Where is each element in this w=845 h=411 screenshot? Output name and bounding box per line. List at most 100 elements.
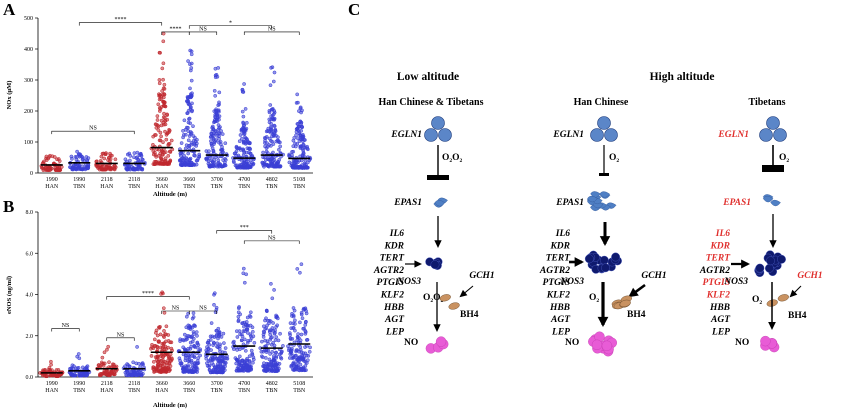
chart_a-point — [306, 160, 310, 165]
pathway-diagram: Low altitude High altitude Han Chinese &… — [373, 71, 823, 357]
chart_b-point — [299, 332, 304, 337]
chart_b-point — [49, 359, 53, 364]
chart_b-point — [238, 332, 242, 337]
chart_a-point — [151, 134, 156, 139]
chart_b-point — [141, 362, 145, 367]
no-molecule — [601, 340, 613, 351]
gene-ptgis: PTGIS — [543, 278, 570, 288]
chart_b-sig-bracket — [188, 310, 218, 314]
chart_b-sig-bracket — [106, 337, 135, 341]
chart_a-point — [96, 166, 100, 170]
chart_b-point — [248, 315, 253, 319]
gch1-label-han: GCH1 — [641, 271, 666, 281]
chart_b-point — [135, 345, 139, 349]
chart_a-point — [210, 125, 215, 130]
chart_b-point — [250, 325, 255, 330]
chart_b-ytick-label: 8.0 — [26, 210, 34, 216]
chart_b-point — [210, 334, 215, 339]
o2-symbol: O — [779, 153, 786, 163]
chart_b-point — [186, 311, 190, 316]
chart_a-point — [243, 128, 248, 133]
chart_a-point — [161, 77, 165, 82]
chart_b-point — [301, 356, 306, 361]
chart_b-point — [276, 338, 281, 343]
chart_a-point — [295, 158, 299, 163]
chart_b-ytick-label: 6.0 — [26, 251, 34, 257]
chart_b-point — [153, 330, 158, 335]
chart_a-xtick-pop: TBN — [183, 184, 196, 190]
chart_b-point — [192, 343, 196, 348]
chart_a-sig-bracket — [243, 31, 300, 35]
chart_b-point — [177, 356, 182, 361]
chart_b-point — [293, 354, 297, 358]
o2-label-low: O2O2 — [442, 153, 463, 164]
chart_b-point — [223, 346, 228, 350]
epas1-label-low: EPAS1 — [393, 198, 422, 208]
chart_b-point — [133, 372, 137, 376]
chart_a-point — [267, 110, 272, 115]
chart_a-point — [187, 116, 192, 121]
chart_a-point — [186, 138, 191, 143]
chart_a-point — [209, 164, 214, 168]
chart_b-point — [296, 357, 301, 361]
chart_a-point — [272, 131, 277, 136]
egln1-protein — [773, 128, 787, 142]
chart_a-point — [134, 166, 139, 171]
chart_b-point — [195, 370, 199, 374]
chart_a-point — [265, 144, 270, 149]
chart_a-point — [241, 149, 246, 153]
egln1-protein — [766, 116, 780, 130]
chart_b-xtick-alt: 3660 — [183, 381, 195, 387]
chart_b-point — [265, 363, 270, 368]
chart_a-xtick-alt: 4802 — [266, 177, 278, 183]
chart_b-point — [151, 359, 156, 364]
chart_a-point — [287, 160, 292, 165]
chart_a-point — [237, 139, 242, 144]
chart_a-xtick-alt: 2118 — [101, 177, 113, 183]
chart_a-point — [238, 165, 243, 170]
chart_a-point — [164, 132, 169, 137]
epas1-label-han: EPAS1 — [555, 198, 584, 208]
chart_a-point — [166, 153, 171, 158]
gene-tert: TERT — [706, 254, 731, 264]
chart_b-point — [161, 362, 166, 366]
chart_a-point — [247, 141, 252, 146]
chart_a-point — [181, 161, 185, 165]
chart_a-point — [245, 163, 250, 168]
chart_a-point — [302, 137, 307, 142]
chart_a-point — [102, 156, 107, 161]
chart_a-point — [295, 122, 300, 126]
chart_b-point — [71, 366, 75, 371]
chart_a-xtick-pop: HAN — [100, 184, 114, 190]
chart_b-point — [195, 341, 200, 346]
chart_a-point — [160, 66, 165, 71]
chart_b-point — [181, 369, 185, 374]
chart_b-point — [251, 357, 256, 362]
chart_a-point — [240, 163, 245, 167]
chart_a-point — [84, 155, 89, 159]
chart_b-point — [212, 291, 217, 296]
chart_b-point — [302, 326, 306, 331]
gene-klf2: KLF2 — [706, 291, 730, 301]
o2-subscript: 2 — [460, 158, 463, 164]
chart_a-point — [73, 155, 78, 159]
nos3-protein — [601, 263, 610, 273]
chart_a-point — [80, 167, 84, 172]
nos3-to-no-arrow-low-head — [433, 324, 441, 332]
chart_b-point — [304, 338, 309, 342]
chart_b-point — [159, 352, 164, 357]
egln1-inhibition-han-bar — [599, 173, 609, 176]
chart_a-point — [160, 149, 165, 154]
chart-a-ylabel: NOx (µM) — [6, 81, 13, 110]
egln1-protein — [759, 128, 773, 142]
chart_a-point — [155, 114, 160, 118]
chart_b-sig-label: NS — [117, 332, 125, 338]
gene-il6: IL6 — [555, 229, 571, 239]
chart_a-xtick-alt: 3700 — [211, 177, 223, 183]
chart_b-point — [249, 348, 254, 353]
chart_b-point — [217, 330, 222, 334]
chart_a-sig-label: **** — [115, 17, 127, 23]
chart_b-sig-bracket — [243, 240, 300, 244]
chart_a-point — [163, 156, 168, 161]
